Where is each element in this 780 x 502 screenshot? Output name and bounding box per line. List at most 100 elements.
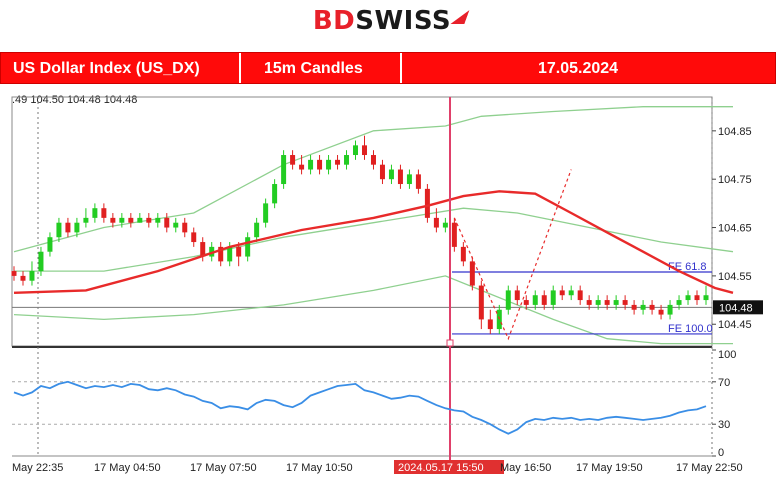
candle-body: [586, 300, 592, 305]
zigzag-projection-line: [453, 169, 572, 341]
candle-body: [146, 217, 152, 223]
logo-swiss-text: SWISS: [355, 6, 452, 36]
candle-body: [128, 217, 134, 223]
candle-body: [344, 155, 350, 165]
header-divider: [400, 53, 402, 83]
band-upper-line: [13, 106, 733, 253]
bdswiss-logo: BDSWISS: [0, 6, 780, 36]
candle-body: [272, 184, 278, 204]
date-label: 17.05.2024: [538, 60, 619, 77]
candle-body: [191, 232, 197, 243]
rsi-panel: [12, 380, 712, 435]
candle-body: [685, 295, 691, 301]
time-tick-label: 17 May 19:50: [576, 462, 643, 474]
candle-body: [218, 246, 224, 262]
timeframe-label: 15m Candles: [264, 60, 363, 77]
candle-body: [433, 217, 439, 228]
candle-body: [353, 145, 359, 156]
candle-body: [424, 188, 430, 218]
candle-body: [308, 159, 314, 170]
candle-body: [694, 295, 700, 301]
candle-body: [101, 208, 107, 218]
candle-body: [487, 319, 493, 330]
candle-body: [263, 203, 269, 223]
candle-body: [83, 217, 89, 223]
current-price-tag: [713, 300, 763, 315]
candle-body: [667, 304, 673, 315]
candle-body: [523, 300, 529, 305]
candle-body: [281, 155, 287, 185]
candle-body: [595, 300, 601, 305]
candle-body: [182, 222, 188, 233]
candle-body: [29, 271, 35, 281]
candle-body: [541, 295, 547, 305]
candle-body: [550, 290, 556, 305]
candle-body: [56, 222, 62, 238]
candle-body: [245, 237, 251, 257]
candle-body: [451, 222, 457, 247]
candle-body: [254, 222, 260, 238]
candle-body: [460, 246, 466, 262]
time-tick-label: 17 May 22:50: [676, 462, 743, 474]
time-cursor-handle: [446, 339, 454, 347]
candle-body: [164, 217, 170, 228]
candle-body: [38, 251, 44, 272]
candle-body: [173, 222, 179, 228]
time-tick-label: May 16:50: [500, 462, 551, 474]
cursor-time-tag: [394, 460, 504, 474]
candle-body: [20, 275, 26, 281]
rsi-tick-label: 30: [718, 419, 730, 431]
time-tick-label: May 22:35: [12, 462, 63, 474]
rsi-line: [13, 380, 707, 435]
candle-body: [65, 222, 71, 233]
current-price-label: 104.48: [719, 302, 753, 314]
rsi-tick-label: 70: [718, 377, 730, 389]
candle-body: [703, 295, 709, 301]
candle-body: [415, 174, 421, 189]
rsi-tick-label: 100: [718, 349, 736, 361]
candle-body: [559, 290, 565, 296]
candle-body: [47, 237, 53, 252]
candle-body: [532, 295, 538, 305]
candle-body: [514, 290, 520, 301]
chart-frame: [11, 96, 713, 457]
fibonacci-label: FE 100.0: [668, 323, 713, 335]
candle-body: [568, 290, 574, 296]
cursor-time-label: 2024.05.17 15:50: [398, 462, 484, 474]
candle-body: [397, 169, 403, 185]
candle-body: [505, 290, 511, 310]
overlays: [13, 97, 734, 462]
candle-body: [406, 174, 412, 185]
candle-body: [442, 222, 448, 228]
candle-body: [370, 155, 376, 165]
instrument-title: US Dollar Index (US_DX): [13, 60, 200, 77]
candle-body: [622, 300, 628, 305]
candle-body: [227, 246, 233, 262]
candle-body: [335, 159, 341, 165]
candle-body: [640, 304, 646, 310]
chart-header-bar: US Dollar Index (US_DX) 15m Candles 17.0…: [0, 52, 776, 84]
candle-body: [119, 217, 125, 223]
candle-body: [649, 304, 655, 310]
candle-body: [577, 290, 583, 301]
candle-body: [155, 217, 161, 223]
candle-body: [326, 159, 332, 170]
price-tick-label: 104.65: [718, 223, 752, 235]
time-tick-label: 17 May 04:50: [94, 462, 161, 474]
candle-body: [137, 217, 143, 223]
candle-body: [469, 261, 475, 286]
price-tick-label: 104.85: [718, 126, 752, 138]
candle-body: [317, 159, 323, 170]
candle-body: [74, 222, 80, 233]
header-divider: [239, 53, 241, 83]
logo-bd-text: BD: [312, 6, 356, 36]
candle-body: [200, 242, 206, 257]
band-lower-line: [13, 275, 733, 345]
candle-body: [11, 271, 17, 276]
candle-body: [299, 164, 305, 170]
candle-body: [604, 300, 610, 305]
time-tick-label: 17 May 07:50: [190, 462, 257, 474]
candle-body: [290, 155, 296, 165]
moving-average-line: [13, 190, 734, 294]
